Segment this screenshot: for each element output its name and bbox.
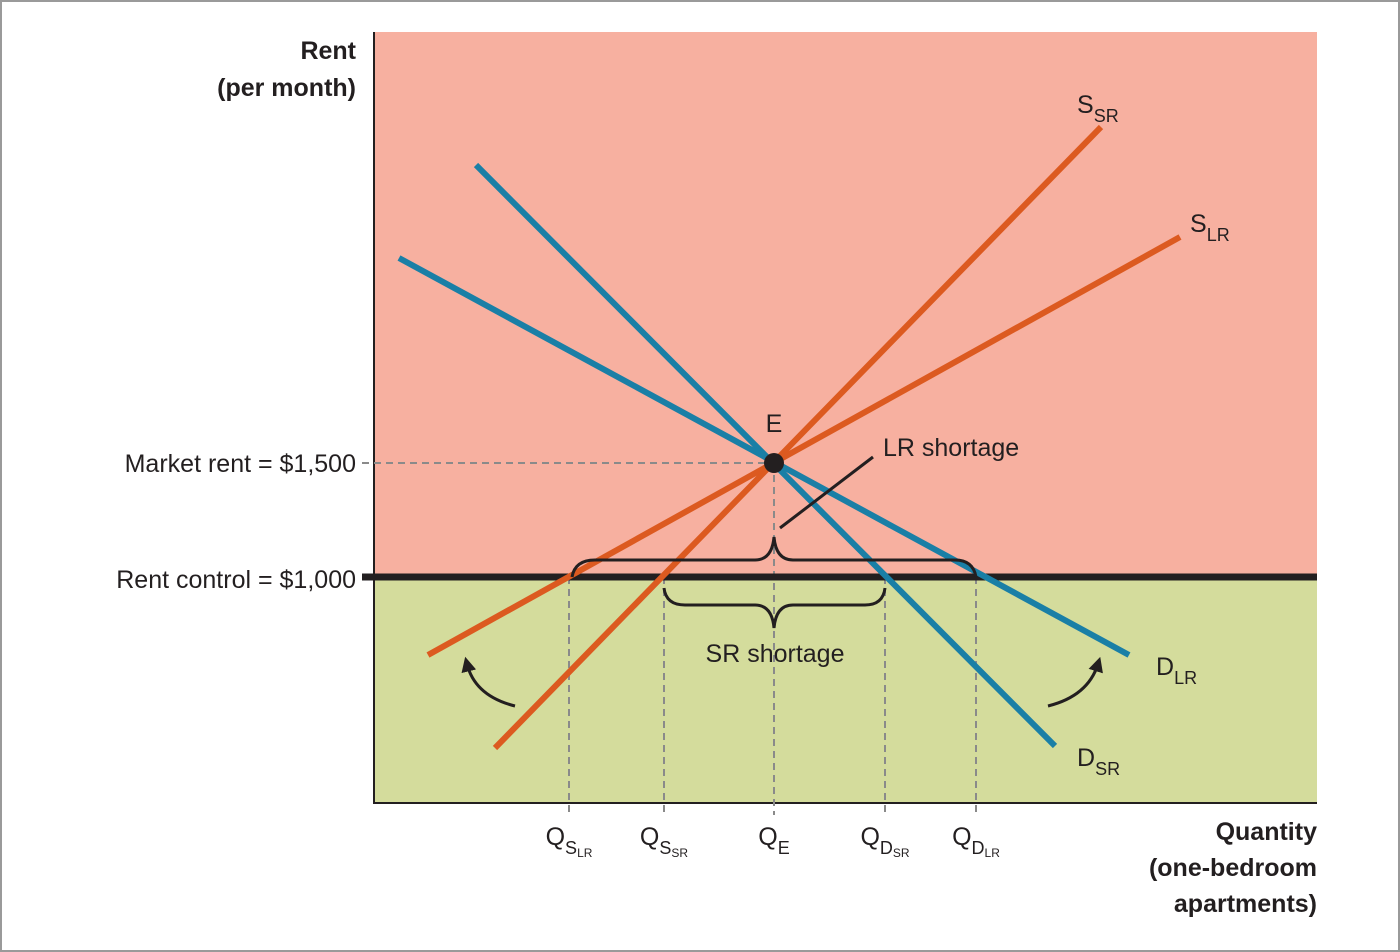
lr-shortage-brace [570, 536, 978, 578]
curve-name: S [1077, 91, 1094, 119]
demand-long-run [397, 255, 1131, 658]
y-axis-label: (per month) [217, 74, 356, 102]
quantity-subscript: D [972, 838, 985, 858]
quantity-label: QSSR [640, 823, 688, 860]
curve-label: SSR [1077, 91, 1119, 126]
quantity-label: QSLR [546, 823, 593, 860]
supply-long-run [426, 234, 1182, 658]
curve-name: D [1156, 653, 1174, 681]
quantity-name: Q [758, 823, 777, 851]
quantity-label: QDSR [860, 823, 909, 860]
curve-label: DLR [1156, 653, 1197, 688]
quantity-sub-subscript: LR [985, 846, 1001, 860]
quantity-subscript: E [778, 838, 790, 858]
price-label: Market rent = $1,500 [125, 450, 356, 478]
curve-label: DSR [1077, 744, 1120, 779]
quantity-sub-subscript: SR [671, 846, 688, 860]
y-axis-label: Rent [300, 37, 356, 65]
curve-name: S [1190, 210, 1207, 238]
quantity-label: QE [758, 823, 789, 858]
quantity-subscript: D [880, 838, 893, 858]
curve-subscript: SR [1095, 759, 1120, 779]
equilibrium-point [764, 453, 784, 473]
lr-shortage-pointer [779, 455, 874, 530]
supply-short-run [492, 124, 1104, 751]
quantity-sub-subscript: LR [577, 846, 593, 860]
quantity-subscript: S [659, 838, 671, 858]
quantity-name: Q [952, 823, 971, 851]
shift-arrow [1047, 656, 1103, 708]
annotation: SR shortage [706, 640, 845, 668]
quantity-name: Q [860, 823, 879, 851]
quantity-name: Q [640, 823, 659, 851]
quantity-sub-subscript: SR [893, 846, 910, 860]
curve-subscript: LR [1207, 225, 1230, 245]
quantity-label: QDLR [952, 823, 1000, 860]
curve-subscript: SR [1094, 106, 1119, 126]
x-axis-label: Quantity [1216, 818, 1317, 846]
price-label: Rent control = $1,000 [116, 566, 356, 594]
curve-name: D [1077, 744, 1095, 772]
quantity-name: Q [546, 823, 565, 851]
sr-shortage-brace [662, 587, 887, 629]
shift-arrow [461, 656, 516, 708]
below-control-area [373, 577, 1317, 803]
curve-subscript: LR [1174, 668, 1197, 688]
above-control-area [373, 32, 1317, 577]
annotation: LR shortage [883, 434, 1019, 462]
x-axis-label: apartments) [1174, 890, 1317, 918]
curve-label: SLR [1190, 210, 1230, 245]
equilibrium-label: E [766, 410, 783, 438]
x-axis-label: (one-bedroom [1149, 854, 1317, 882]
quantity-subscript: S [565, 838, 577, 858]
